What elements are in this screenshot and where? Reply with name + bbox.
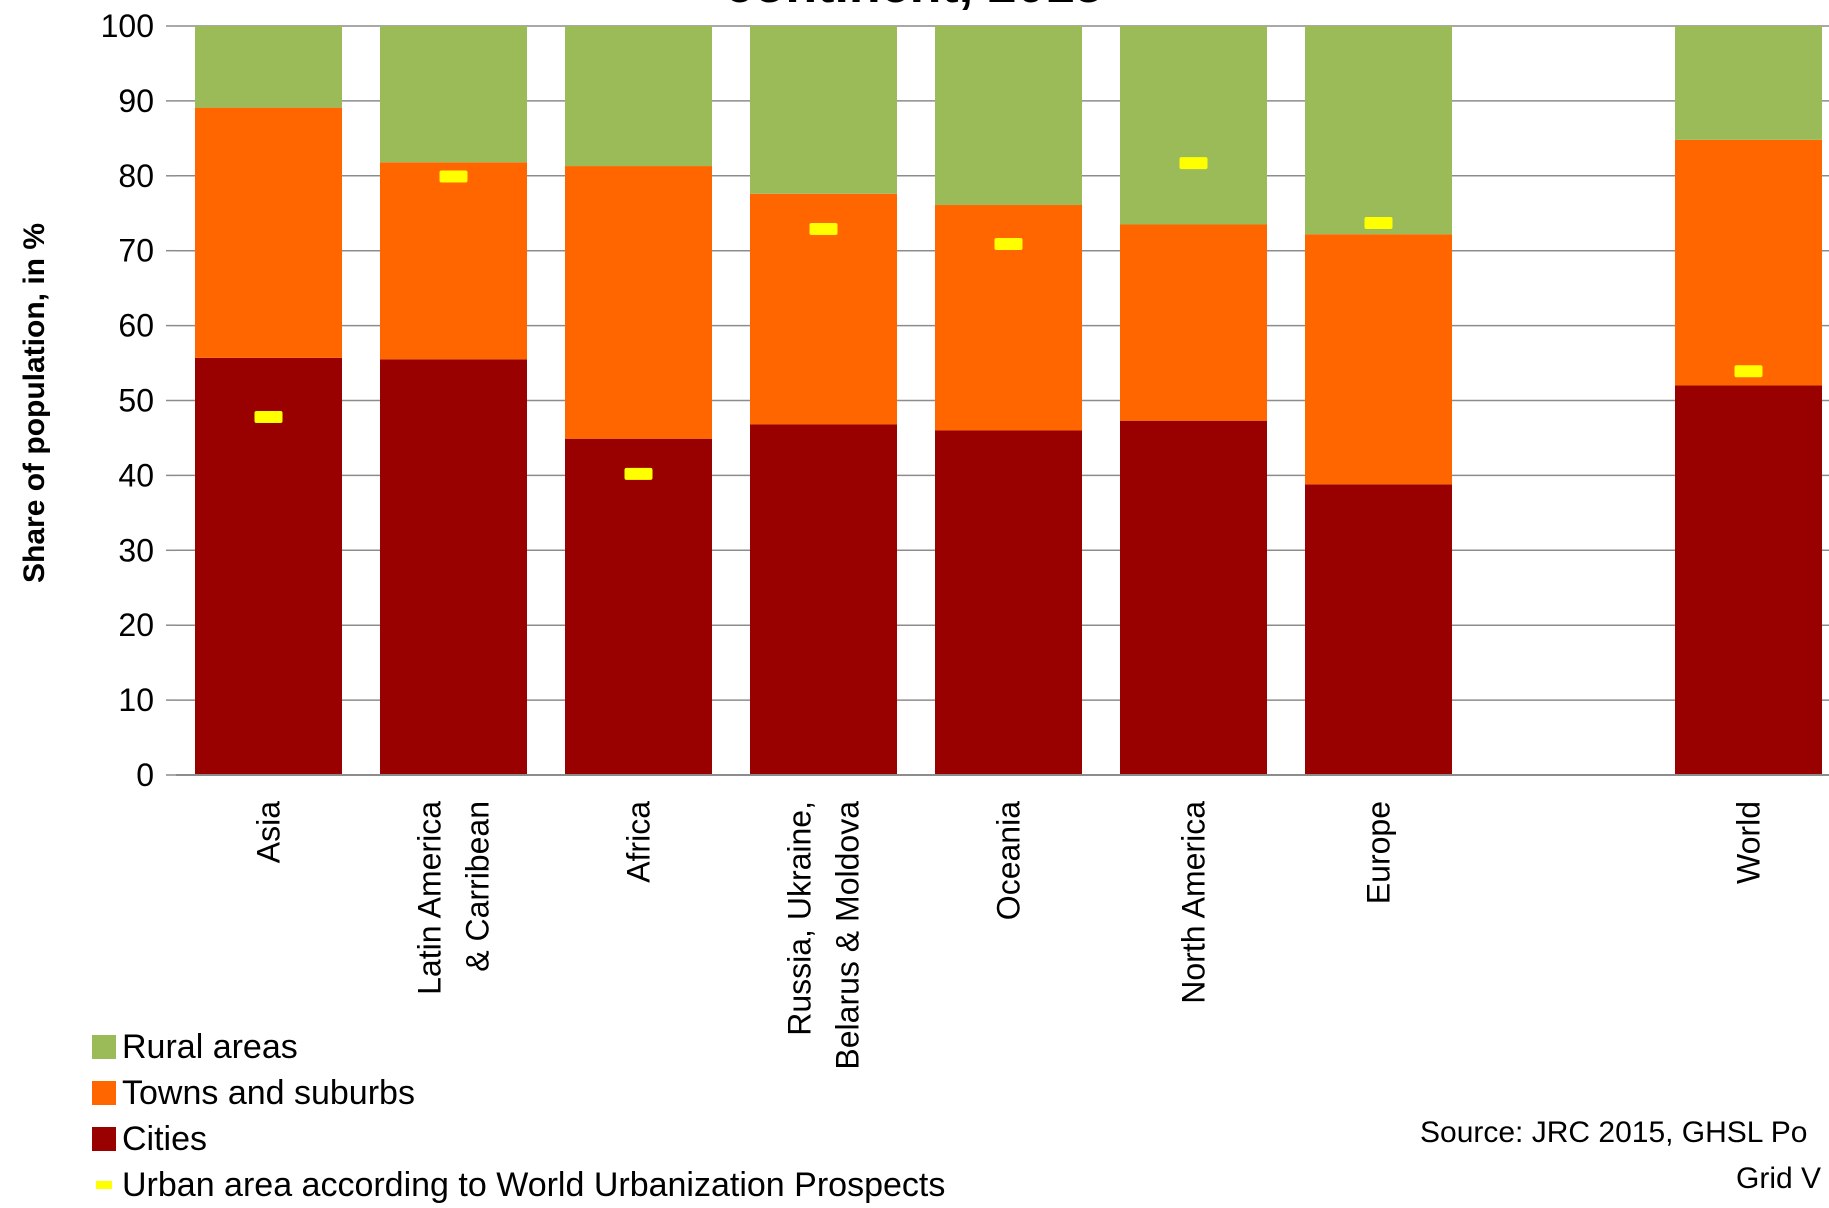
y-tick-label-90: 90 (118, 83, 154, 119)
legend-item-cities: Cities (92, 1116, 945, 1162)
legend-item-rural: Rural areas (92, 1024, 945, 1070)
bar-towns-and-suburbs-0 (195, 107, 342, 358)
urban-marker-0 (254, 410, 283, 423)
bar-cities-1 (380, 359, 527, 775)
axes: 0 10 20 30 40 50 60 70 80 90 100 Asia Latin America &… (101, 8, 1829, 1070)
bar-cities-3 (750, 424, 897, 775)
y-axis-title: Share of population, in % (18, 223, 51, 583)
x-category-label-3-1: Belarus & Moldova (830, 801, 866, 1070)
y-tick-label-20: 20 (118, 607, 154, 643)
source-note: Source: JRC 2015, GHSL Po Grid V (1420, 1110, 1829, 1202)
urban-marker-8 (1734, 365, 1763, 378)
urban-markers (254, 157, 1763, 480)
chart-title: continent, 2015 (725, 0, 1104, 14)
urban-marker-1 (439, 170, 468, 183)
legend-item-urban-marker: Urban area according to World Urbanizati… (92, 1162, 945, 1208)
bar-rural-areas-3 (750, 26, 897, 194)
bar-cities-5 (1120, 420, 1267, 775)
bar-rural-areas-8 (1675, 26, 1822, 140)
urban-marker-6 (1364, 216, 1393, 229)
bar-cities-8 (1675, 385, 1822, 775)
bar-rural-areas-2 (565, 26, 712, 167)
bar-rural-areas-5 (1120, 26, 1267, 225)
x-category-label-8-0: World (1731, 801, 1767, 884)
bar-towns-and-suburbs-1 (380, 162, 527, 360)
legend-swatch-cities (92, 1127, 116, 1151)
x-category-label-3-0: Russia, Ukraine, (782, 801, 818, 1036)
y-tick-label-50: 50 (118, 383, 154, 419)
legend-label-urban-marker: Urban area according to World Urbanizati… (122, 1165, 946, 1204)
legend-swatch-urban-marker (96, 1181, 112, 1189)
bar-rural-areas-4 (935, 26, 1082, 206)
bar-cities-0 (195, 357, 342, 775)
bar-rural-areas-1 (380, 26, 527, 163)
legend-item-towns: Towns and suburbs (92, 1070, 945, 1116)
y-tick-label-40: 40 (118, 457, 154, 493)
bar-towns-and-suburbs-5 (1120, 224, 1267, 421)
y-tick-label-0: 0 (136, 757, 154, 793)
y-tick-label-100: 100 (101, 8, 154, 44)
bar-towns-and-suburbs-6 (1305, 234, 1452, 485)
urban-marker-2 (624, 467, 653, 480)
bar-rural-areas-6 (1305, 26, 1452, 235)
legend: Rural areas Towns and suburbs Cities Urb… (92, 1024, 945, 1208)
bar-cities-4 (935, 430, 1082, 775)
bar-towns-and-suburbs-2 (565, 166, 712, 439)
x-category-label-6-0: Europe (1361, 801, 1397, 904)
x-category-label-0-0: Asia (251, 801, 287, 863)
x-category-label-5-0: North America (1176, 801, 1212, 1004)
urban-marker-4 (994, 237, 1023, 250)
legend-label-rural: Rural areas (122, 1027, 298, 1066)
bars (195, 26, 1822, 775)
bar-cities-6 (1305, 484, 1452, 775)
y-tick-label-30: 30 (118, 532, 154, 568)
y-tick-label-60: 60 (118, 308, 154, 344)
bar-rural-areas-0 (195, 26, 342, 108)
bar-towns-and-suburbs-8 (1675, 139, 1822, 386)
urban-marker-3 (809, 222, 838, 235)
legend-swatch-rural (92, 1035, 116, 1059)
legend-label-cities: Cities (122, 1119, 208, 1158)
legend-label-towns: Towns and suburbs (122, 1073, 415, 1112)
x-category-label-2-0: Africa (621, 801, 657, 883)
y-tick-label-70: 70 (118, 233, 154, 269)
x-category-label-1-0: Latin America (412, 801, 448, 995)
legend-swatch-towns (92, 1081, 116, 1105)
y-tick-label-10: 10 (118, 682, 154, 718)
y-tick-label-80: 80 (118, 158, 154, 194)
bar-cities-2 (565, 438, 712, 775)
source-line-2: Grid V (1736, 1162, 1822, 1195)
x-category-label-4-0: Oceania (991, 801, 1027, 920)
urban-marker-5 (1179, 157, 1208, 170)
x-category-label-1-1: & Carribean (460, 801, 496, 972)
source-line-1: Source: JRC 2015, GHSL Po (1420, 1116, 1808, 1149)
